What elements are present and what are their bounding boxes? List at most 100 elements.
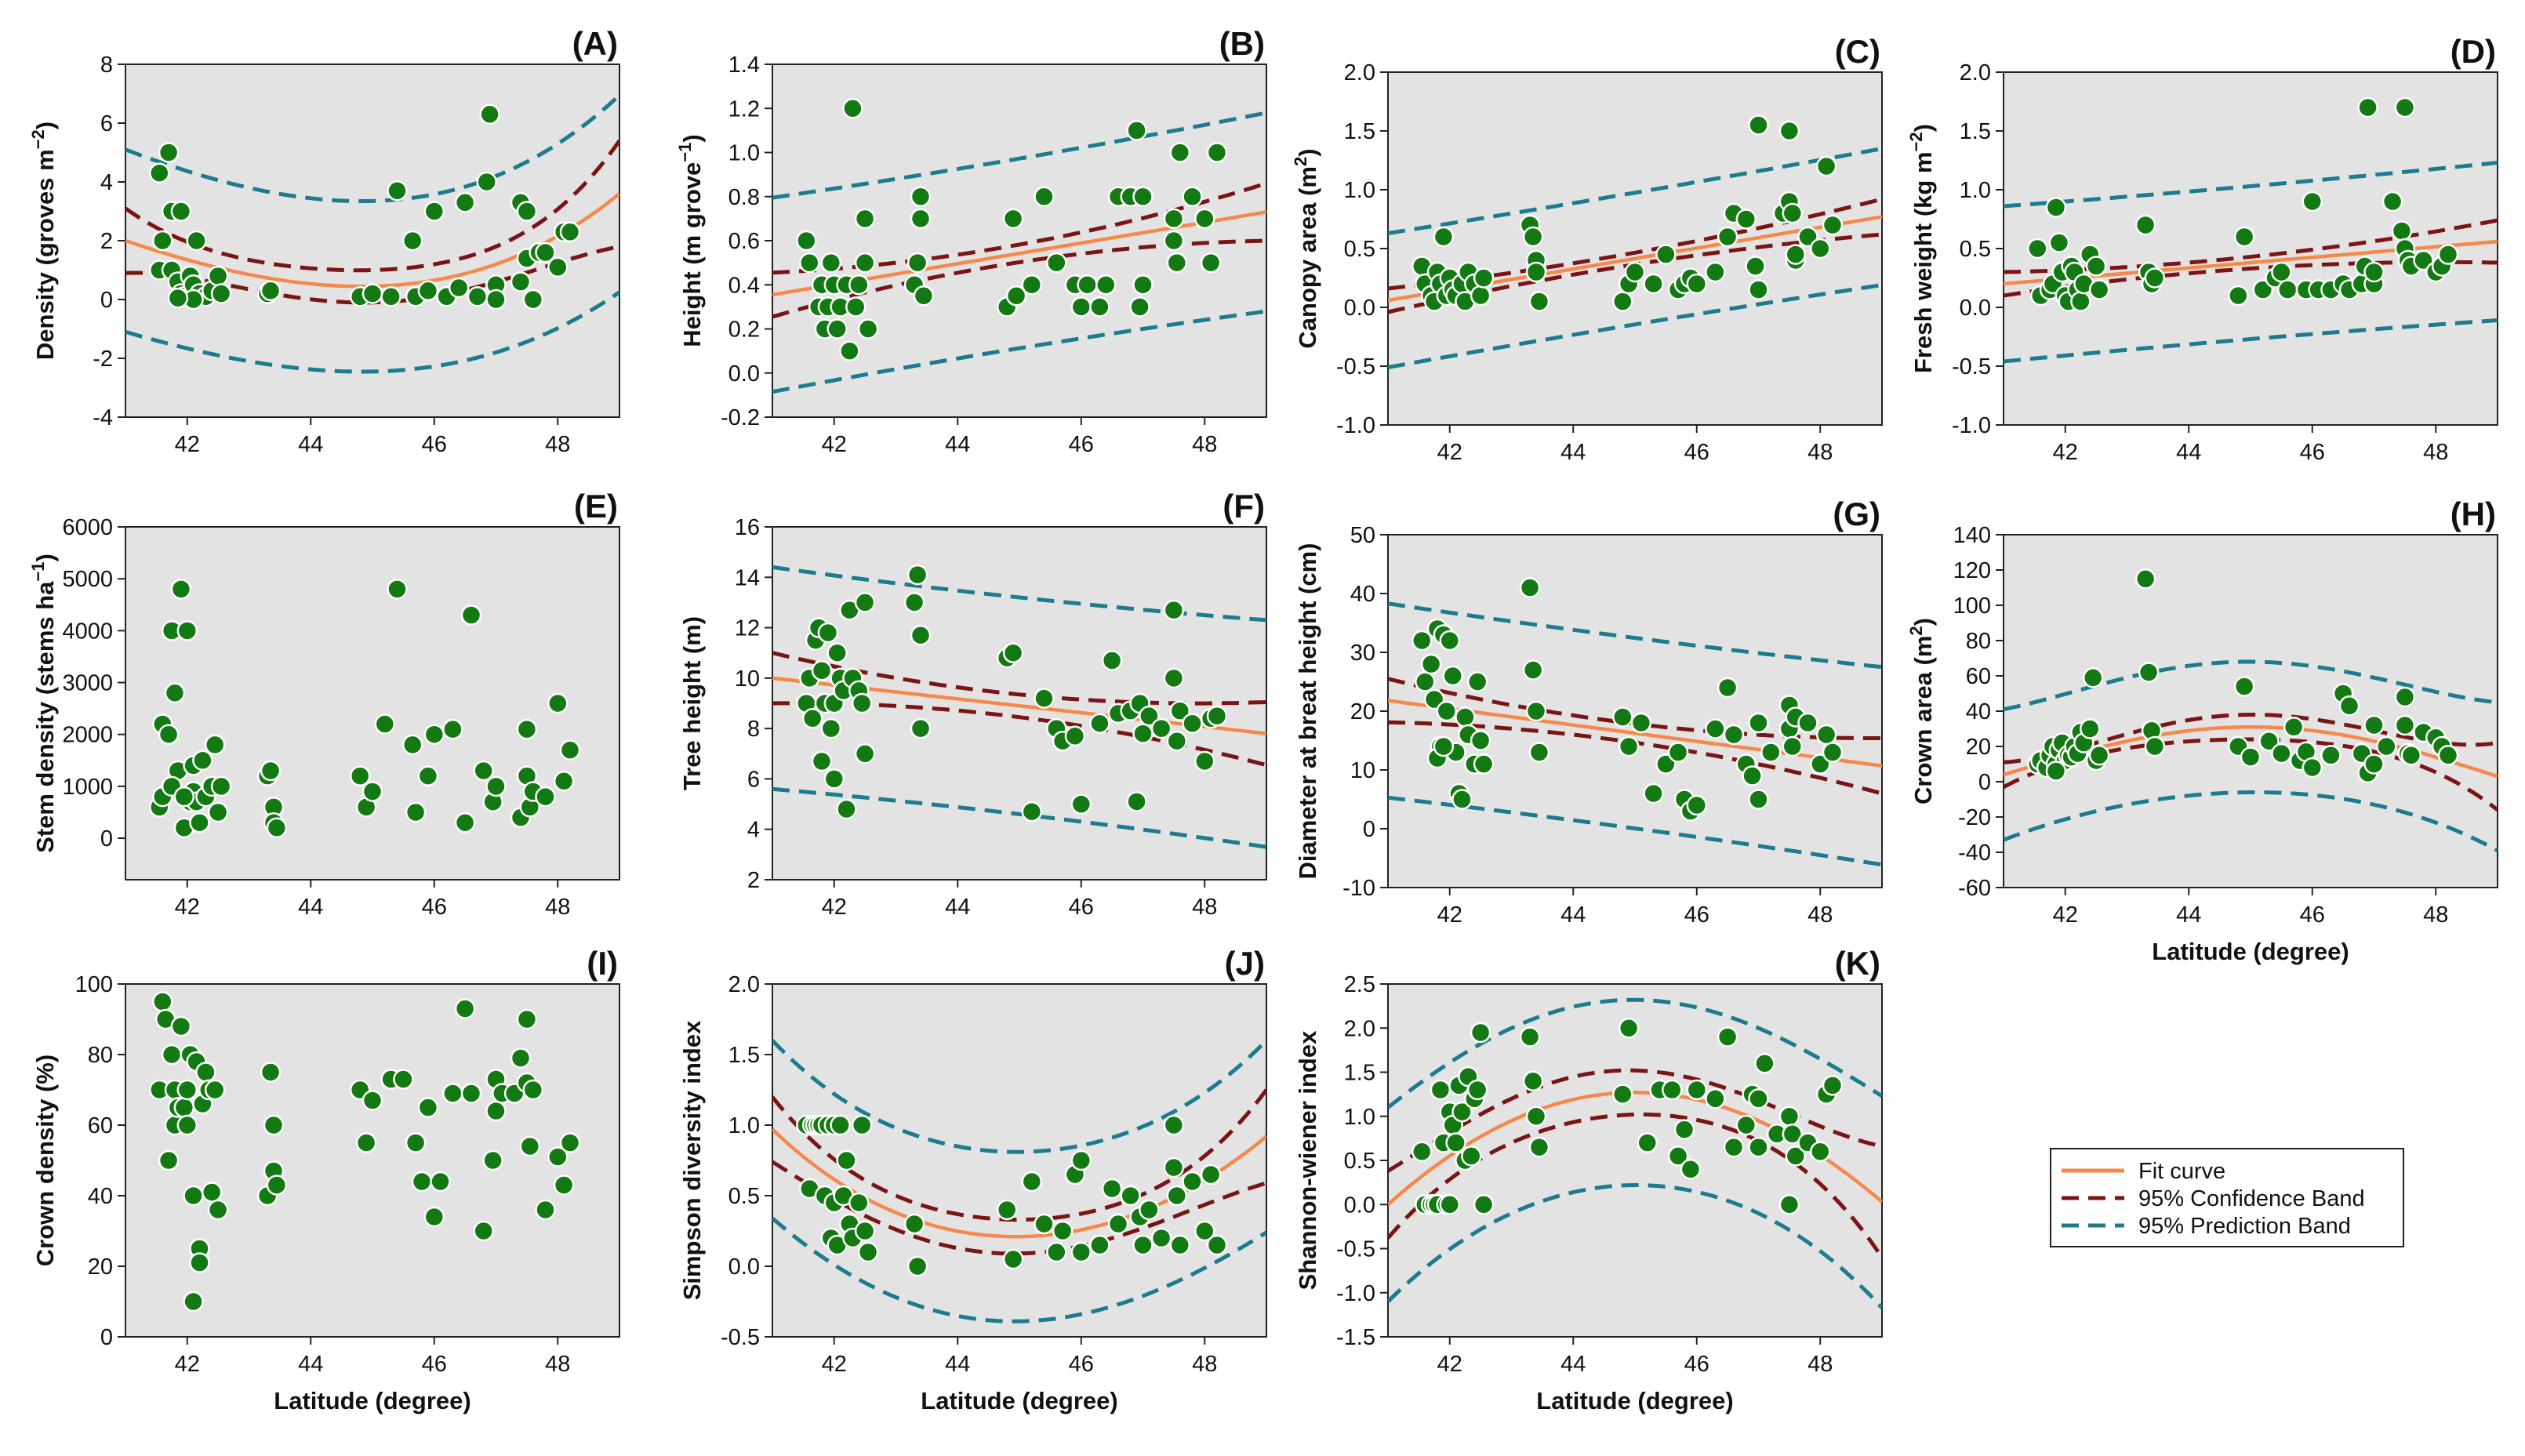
data-point [1466,1079,1488,1101]
data-point [192,750,213,772]
data-point [2376,735,2397,757]
y-axis-label: Canopy area (m2) [1291,148,1322,348]
data-point [2144,735,2166,757]
label-text: ) [1294,148,1321,156]
x-tick-label: 46 [1069,895,1094,920]
data-point [417,765,439,786]
data-point [1680,1159,1702,1180]
data-point [2400,745,2422,766]
prediction-band-upper [772,565,1266,623]
prediction-band-lower [1388,1182,1882,1309]
data-point [485,775,507,797]
y-axis-label: Fresh weight (kg m−2) [1906,124,1938,373]
data-point [189,1252,210,1273]
data-point [1778,120,1800,142]
data-point [170,1015,192,1037]
data-point [1630,712,1652,734]
data-point [2258,731,2280,752]
data-point [910,717,932,739]
data-point [2413,249,2434,271]
x-tick-label: 48 [1192,895,1217,920]
confidence-band-upper [125,140,619,273]
data-point [1745,256,1766,277]
superscript: −1 [675,143,695,162]
data-point [854,1220,876,1242]
label-text: ) [1909,618,1937,626]
y-tick-label: 2 [100,229,113,254]
data-point [2228,285,2249,307]
x-tick-label: 46 [2300,440,2325,465]
data-point [2080,718,2101,739]
data-point [1618,735,1640,757]
data-point [1470,1022,1491,1044]
prediction-band-upper [772,111,1266,200]
data-point [1667,1146,1689,1167]
x-tick-label: 48 [545,895,570,920]
label-text: Fresh weight (kg m [1909,151,1937,372]
y-tick-label: 0.4 [728,273,760,298]
y-tick-label: 1.5 [1960,119,1991,144]
data-point [2088,279,2110,300]
data-point [1002,208,1024,230]
y-tick-label: 0.8 [728,185,760,210]
y-tick-label: 8 [747,717,760,742]
y-tick-label: 4000 [62,619,113,644]
y-tick-label: 40 [1350,582,1375,607]
y-tick-label: 2000 [62,723,113,748]
data-point [1002,642,1024,663]
data-point [361,1090,383,1111]
x-axis-label: Latitude (degree) [1536,1387,1733,1414]
x-tick-label: 42 [822,1352,847,1377]
x-tick-label: 42 [2053,440,2078,465]
y-tick-label: -1.0 [1336,413,1375,438]
x-tick-label: 48 [2423,902,2448,928]
data-point [1797,712,1818,734]
x-tick-label: 46 [1069,1352,1094,1377]
x-tick-label: 48 [1807,1352,1833,1377]
data-point [423,724,445,745]
panel-e: 42 44 46 48 0 1000 2000 3000 4000 5000 6000 (E) Stem… [28,488,620,920]
data-point [547,256,569,278]
y-tick-label: 60 [88,1113,113,1138]
data-point [1748,1088,1769,1109]
panel-i: 42 44 46 48 0 20 40 60 80 100 (I) Crown density (%)… [31,945,620,1414]
x-axis-label: Latitude (degree) [274,1387,470,1414]
x-tick-label: 46 [1069,432,1094,457]
data-point [374,713,396,735]
data-point [170,579,192,600]
data-point [827,318,848,339]
data-point [2134,214,2156,236]
data-point [2437,244,2459,265]
prediction-band-lower [2004,318,2498,364]
prediction-band-upper [1388,997,1882,1109]
panel-letter: (K) [1835,945,1880,982]
data-point [1822,214,1844,236]
label-text: Stem density (stems ha [31,581,59,853]
prediction-band-upper [125,93,619,204]
data-point [482,1149,503,1171]
y-tick-label: 14 [735,565,760,590]
data-point [1522,1070,1544,1092]
data-point [516,1008,538,1030]
data-point [1126,791,1147,812]
data-point [1101,650,1123,671]
y-tick-label: 0.6 [728,229,760,254]
x-tick-label: 46 [1684,902,1709,928]
data-point [1101,1178,1123,1200]
panel-letter: (A) [572,25,618,62]
data-point [417,1097,439,1118]
x-tick-label: 42 [175,432,200,457]
x-tick-label: 44 [1560,440,1586,465]
data-point [559,1132,581,1153]
data-point [204,1079,226,1101]
y-tick-label: -0.5 [1952,354,1991,379]
data-point [2277,279,2298,300]
x-tick-label: 48 [545,432,570,457]
confidence-band-upper [2004,218,2498,274]
data-point [1070,793,1092,815]
y-tick-label: 30 [1350,641,1375,666]
data-point [1139,705,1160,727]
data-point [2027,238,2048,260]
